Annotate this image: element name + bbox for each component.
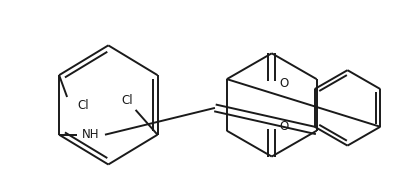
Text: Cl: Cl [122, 94, 133, 107]
Text: Cl: Cl [77, 99, 89, 112]
Text: O: O [280, 120, 289, 133]
Text: NH: NH [82, 128, 100, 141]
Text: O: O [280, 77, 289, 90]
